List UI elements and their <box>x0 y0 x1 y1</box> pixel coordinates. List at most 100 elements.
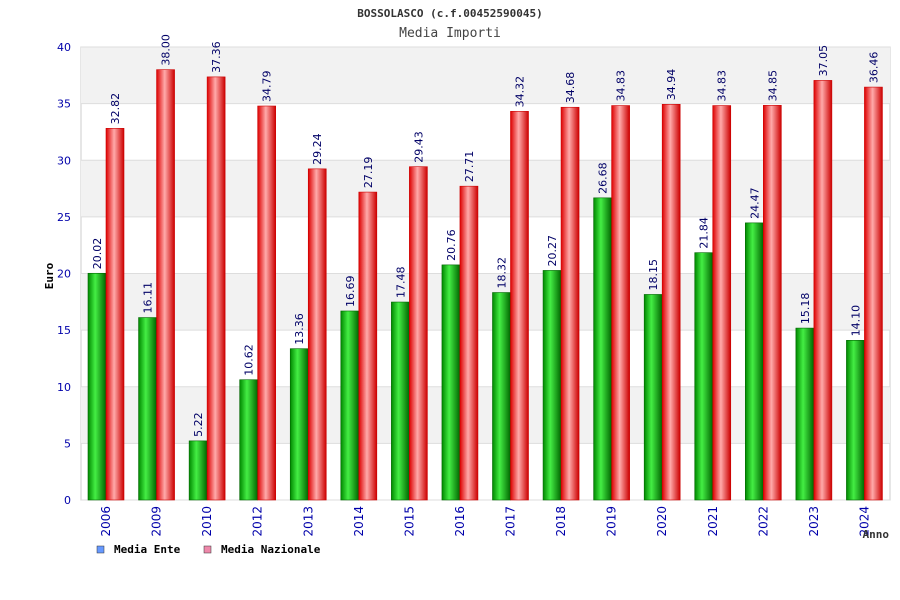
bar-media-ente <box>846 340 865 501</box>
value-label: 20.02 <box>91 238 104 270</box>
legend: Media Ente Media Nazionale <box>96 543 321 556</box>
value-label: 13.36 <box>293 313 306 345</box>
bar-media-ente <box>492 292 511 501</box>
y-tick-label: 10 <box>57 381 71 394</box>
y-axis-label: Euro <box>43 262 56 289</box>
value-label: 10.62 <box>243 344 256 376</box>
value-label: 27.19 <box>362 157 375 189</box>
bar-media-ente <box>745 222 764 501</box>
x-tick-label: 2024 <box>857 506 871 537</box>
bars <box>87 69 883 501</box>
bar-media-ente <box>87 272 107 501</box>
bar-media-nazionale <box>459 185 479 501</box>
x-tick-label: 2016 <box>453 506 467 537</box>
value-labels: 20.02 32.82 16.11 38.00 5.22 37.36 10.62 34.79 1… <box>91 34 880 437</box>
legend-swatch-media-nazionale <box>203 545 212 554</box>
y-tick-label: 35 <box>57 98 71 111</box>
value-label: 34.94 <box>665 69 678 101</box>
value-label: 34.32 <box>514 76 527 108</box>
value-label: 20.27 <box>546 235 559 267</box>
x-tick-label: 2009 <box>150 506 164 537</box>
value-label: 14.10 <box>849 305 862 337</box>
x-tick-label: 2023 <box>807 506 821 537</box>
x-axis-ticks: 2006 2009 2010 2012 2013 2014 2015 2016 2017 2018… <box>99 506 871 537</box>
value-label: 37.05 <box>817 45 830 77</box>
bar-media-ente <box>441 264 461 501</box>
bar-media-ente <box>643 294 663 501</box>
x-tick-label: 2019 <box>605 506 619 537</box>
value-label: 34.79 <box>261 71 274 103</box>
y-tick-label: 25 <box>57 211 71 224</box>
bar-media-ente <box>542 270 562 501</box>
chart-subtitle: Media Importi <box>399 26 501 41</box>
value-label: 5.22 <box>192 412 205 437</box>
y-axis-ticks: 0 5 10 15 20 25 30 35 40 <box>57 41 71 507</box>
value-label: 16.69 <box>344 275 357 307</box>
bar-media-nazionale <box>257 105 276 501</box>
value-label: 34.83 <box>615 70 628 102</box>
value-label: 34.85 <box>766 70 779 102</box>
value-label: 24.47 <box>748 187 761 219</box>
bar-media-nazionale <box>156 69 175 501</box>
x-tick-label: 2020 <box>655 506 669 537</box>
legend-label-media-ente: Media Ente <box>114 543 181 556</box>
value-label: 18.15 <box>647 259 660 291</box>
value-label: 37.36 <box>210 41 223 73</box>
value-label: 34.83 <box>716 70 729 102</box>
y-tick-label: 5 <box>64 437 71 450</box>
value-label: 21.84 <box>698 217 711 249</box>
value-label: 34.68 <box>564 72 577 104</box>
bar-media-ente <box>391 301 410 501</box>
bar-media-nazionale <box>712 105 732 501</box>
bar-media-nazionale <box>105 128 125 501</box>
value-label: 29.43 <box>412 131 425 163</box>
value-label: 26.68 <box>597 162 610 194</box>
bar-media-ente <box>340 310 360 501</box>
bar-media-ente <box>795 327 815 501</box>
bar-media-nazionale <box>763 105 782 501</box>
x-axis-label: Anno <box>863 528 890 541</box>
value-label: 29.24 <box>311 133 324 165</box>
value-label: 27.71 <box>463 151 476 183</box>
bar-media-nazionale <box>307 168 327 501</box>
value-label: 20.76 <box>445 229 458 261</box>
legend-swatch-media-ente <box>96 545 105 554</box>
bar-media-nazionale <box>358 191 378 501</box>
x-tick-label: 2013 <box>301 506 315 537</box>
value-label: 36.46 <box>867 52 880 84</box>
bar-media-ente <box>593 197 612 501</box>
value-label: 15.18 <box>799 293 812 325</box>
x-tick-label: 2018 <box>554 506 568 537</box>
x-tick-label: 2022 <box>756 506 770 537</box>
y-tick-label: 40 <box>57 41 71 54</box>
x-tick-label: 2006 <box>99 506 113 537</box>
bar-media-ente <box>289 348 309 501</box>
bar-media-nazionale <box>510 111 529 501</box>
y-tick-label: 20 <box>57 268 71 281</box>
bar-media-nazionale <box>661 104 681 501</box>
bar-media-nazionale <box>864 86 883 501</box>
legend-label-media-nazionale: Media Nazionale <box>221 543 321 556</box>
x-tick-label: 2014 <box>352 506 366 537</box>
bar-media-ente <box>138 317 157 501</box>
x-tick-label: 2015 <box>402 506 416 537</box>
y-tick-label: 15 <box>57 324 71 337</box>
value-label: 38.00 <box>160 34 173 66</box>
bar-media-nazionale <box>560 106 580 501</box>
x-tick-label: 2012 <box>251 506 265 537</box>
x-tick-label: 2010 <box>200 506 214 537</box>
value-label: 17.48 <box>394 267 407 299</box>
x-tick-label: 2017 <box>504 506 518 537</box>
chart-title: BOSSOLASCO (c.f.00452590045) <box>357 7 542 20</box>
y-tick-label: 30 <box>57 154 71 167</box>
bar-media-ente <box>239 379 258 501</box>
value-label: 32.82 <box>109 93 122 125</box>
bar-media-nazionale <box>813 80 833 501</box>
bar-media-ente <box>188 440 208 501</box>
value-label: 18.32 <box>496 257 509 289</box>
x-tick-label: 2021 <box>706 506 720 537</box>
bar-media-nazionale <box>206 76 226 501</box>
y-tick-label: 0 <box>64 494 71 507</box>
bar-media-nazionale <box>611 105 630 501</box>
